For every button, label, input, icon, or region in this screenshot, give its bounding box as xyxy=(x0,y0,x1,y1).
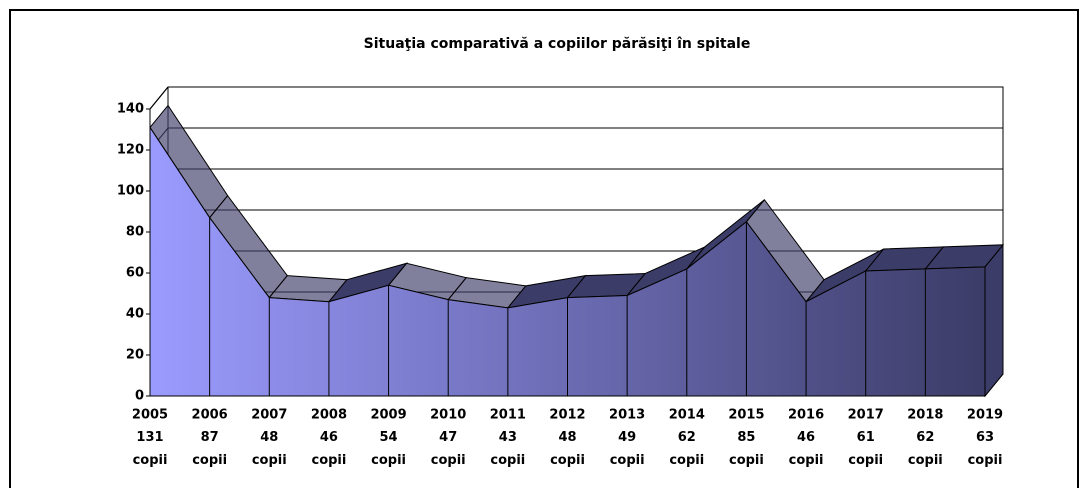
chart-frame xyxy=(9,9,1079,488)
chart-title: Situaţia comparativă a copiilor părăsiţi… xyxy=(364,36,751,52)
value-label: 48 copii xyxy=(550,430,585,468)
area xyxy=(149,125,986,397)
grid-line xyxy=(149,168,1003,192)
value-label: 46 copii xyxy=(311,430,347,468)
y-tick-label: 140 xyxy=(117,102,144,117)
value-label: 49 copii xyxy=(609,430,645,468)
x-tick-label: 2016 xyxy=(788,408,824,423)
x-tick-label: 2005 xyxy=(132,408,168,423)
x-tick-label: 2012 xyxy=(549,408,585,423)
grid-line xyxy=(149,86,1003,110)
side-face xyxy=(984,243,1004,398)
value-label: 43 copii xyxy=(490,430,526,468)
value-label: 46 copii xyxy=(788,430,824,468)
value-label: 47 copii xyxy=(430,430,466,468)
y-tick-label: 80 xyxy=(126,225,144,240)
value-label: 62 copii xyxy=(669,430,705,468)
x-tick-label: 2006 xyxy=(192,408,228,423)
value-label: 61 copii xyxy=(848,430,884,468)
y-tick-label: 100 xyxy=(117,184,144,199)
value-label: 48 copii xyxy=(251,430,287,468)
x-tick-label: 2019 xyxy=(967,408,1003,423)
y-tick-label: 0 xyxy=(135,389,144,404)
x-tick-label: 2007 xyxy=(251,408,287,423)
grid-line xyxy=(149,209,1003,233)
y-tick-label: 60 xyxy=(126,266,144,281)
x-tick-label: 2009 xyxy=(370,408,406,423)
value-label: 87 copii xyxy=(192,430,228,468)
y-tick-label: 20 xyxy=(126,348,144,363)
x-tick-label: 2008 xyxy=(311,408,347,423)
y-tick-label: 40 xyxy=(126,307,144,322)
x-tick-label: 2015 xyxy=(728,408,764,423)
value-label: 131 copii xyxy=(132,430,168,468)
grid-line xyxy=(149,127,1003,151)
value-label: 63 copii xyxy=(967,430,1003,468)
x-tick-label: 2013 xyxy=(609,408,645,423)
x-tick-label: 2011 xyxy=(490,408,526,423)
x-tick-label: 2010 xyxy=(430,408,466,423)
x-tick-label: 2014 xyxy=(669,408,705,423)
value-label: 85 copii xyxy=(728,430,764,468)
x-tick-label: 2017 xyxy=(848,408,884,423)
value-label: 62 copii xyxy=(907,430,943,468)
value-label: 54 copii xyxy=(371,430,406,468)
x-tick-label: 2018 xyxy=(907,408,943,423)
y-tick-label: 120 xyxy=(117,143,144,158)
